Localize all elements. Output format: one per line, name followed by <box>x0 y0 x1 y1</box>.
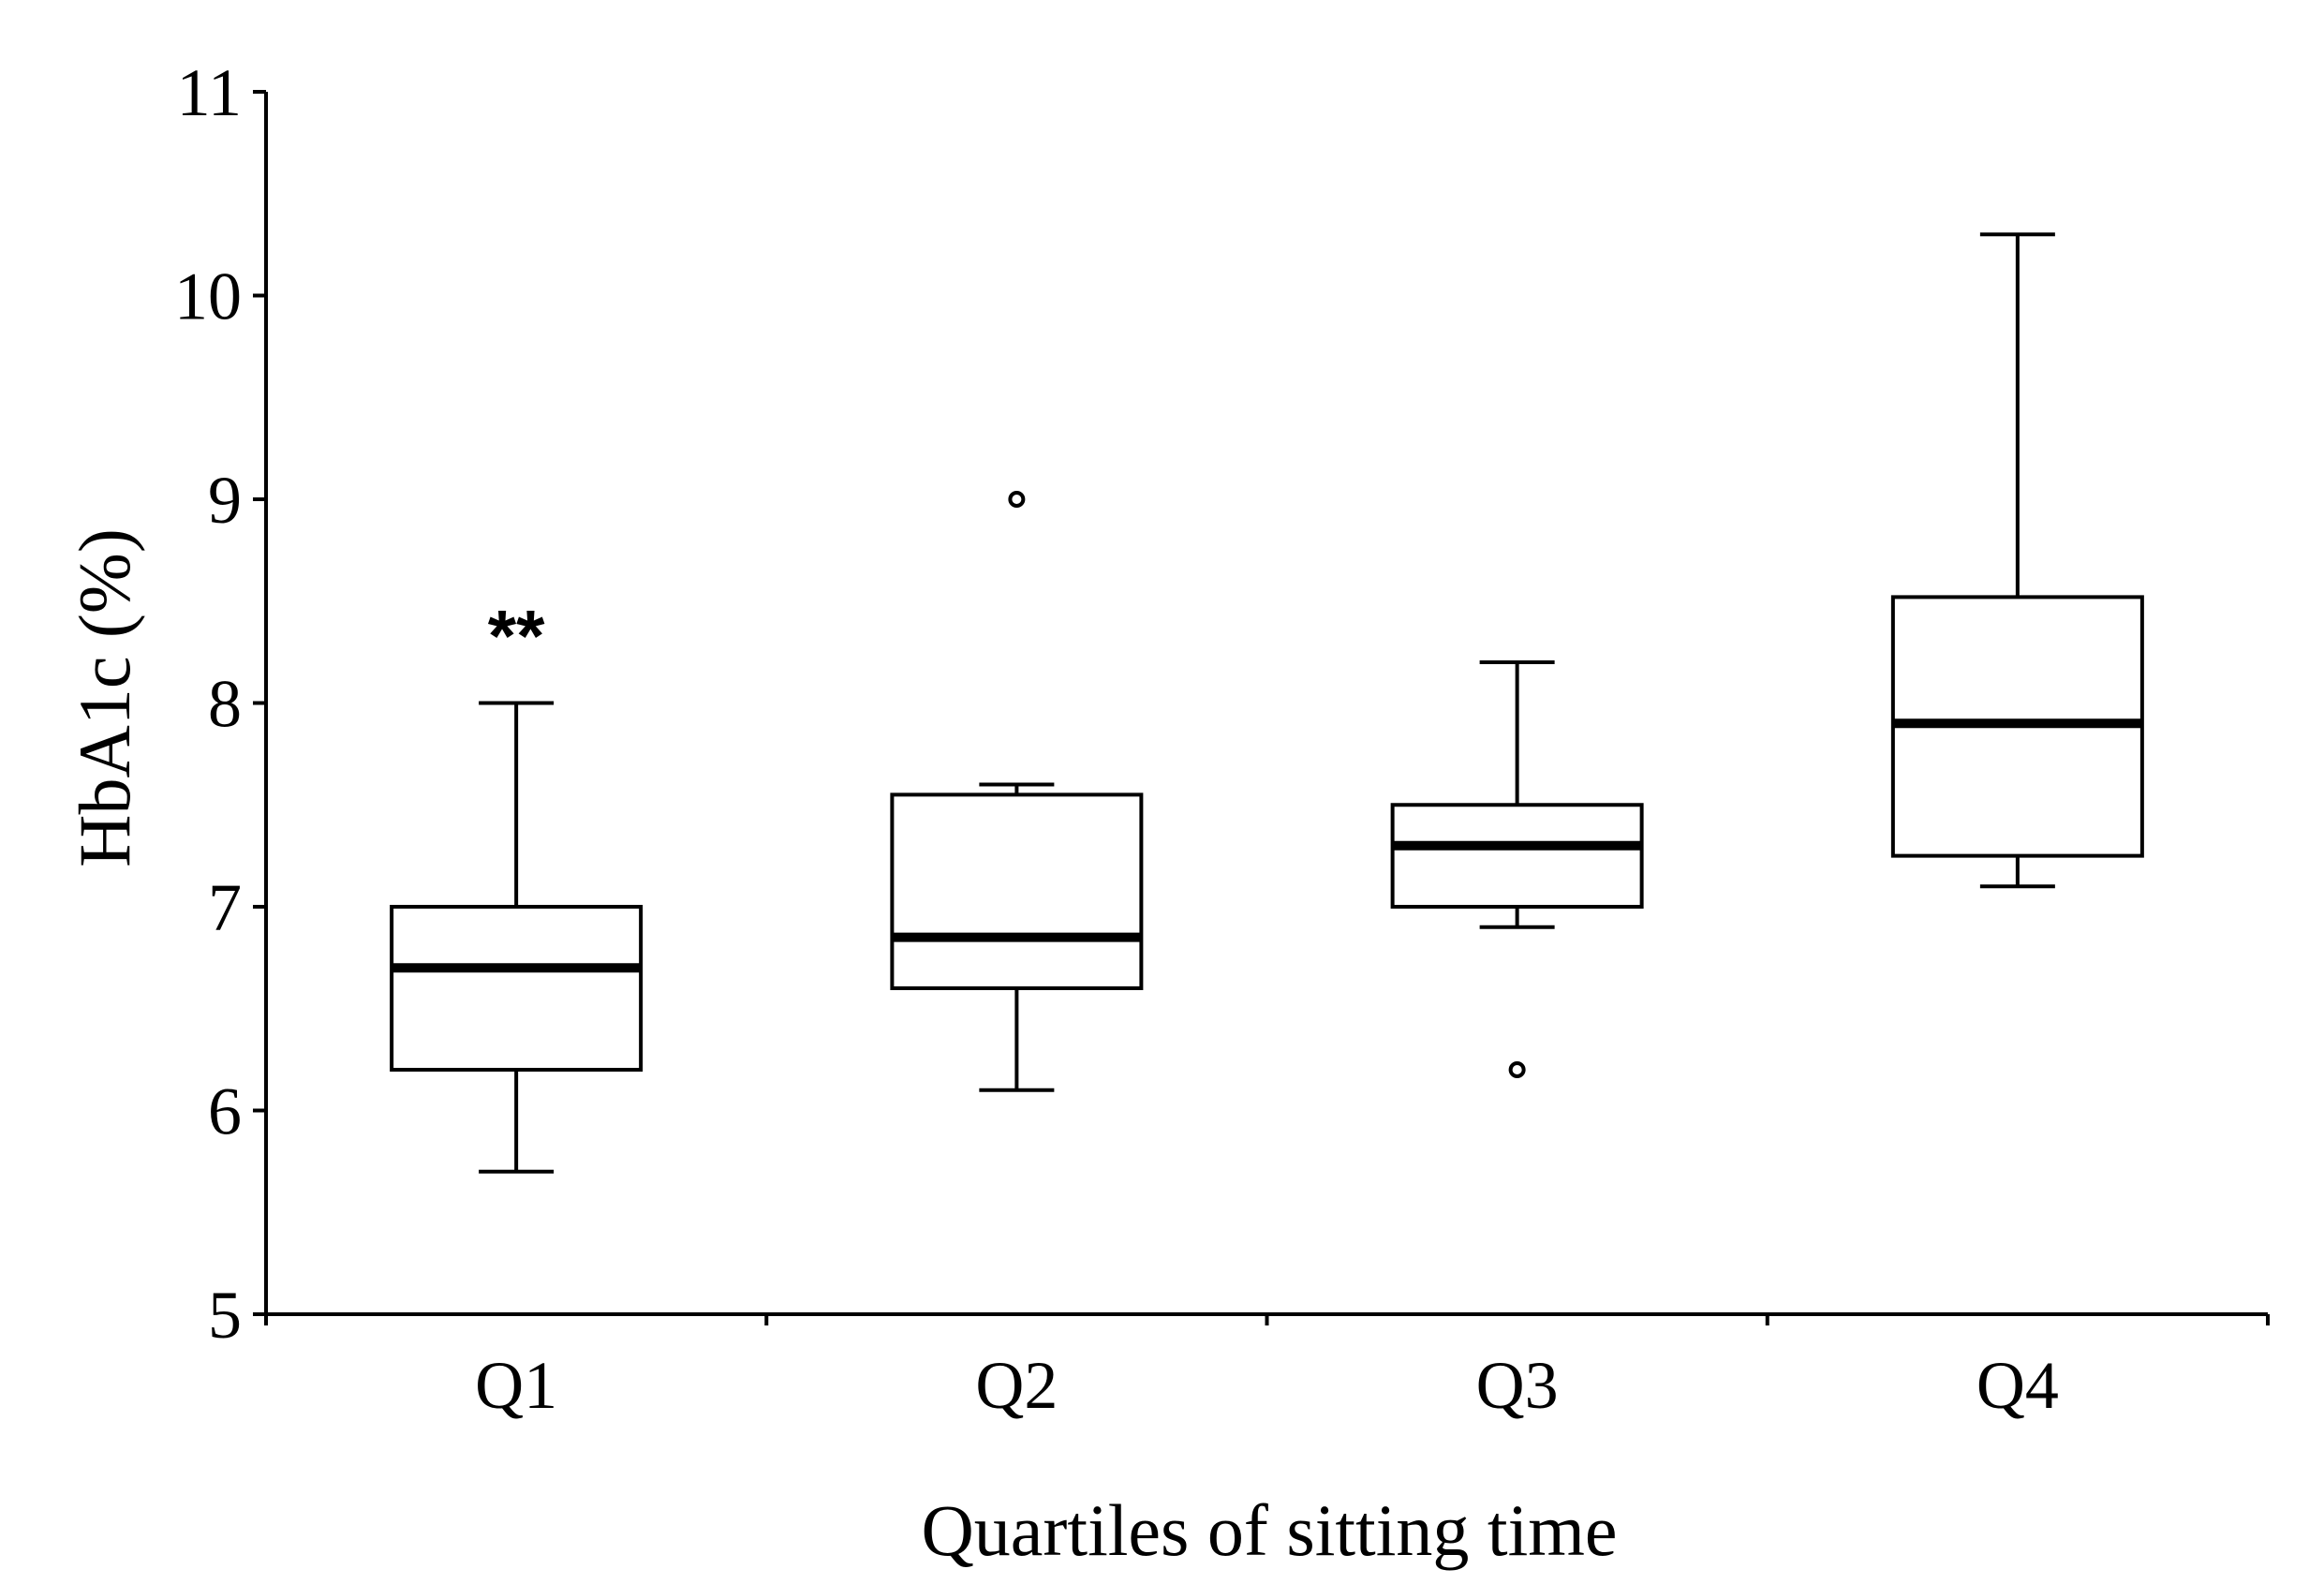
box-q2 <box>890 491 1144 1092</box>
y-tick-label: 7 <box>208 870 242 945</box>
plot-area: ** <box>390 232 2144 1174</box>
y-tick-label: 10 <box>174 259 242 334</box>
x-tick-label: Q4 <box>1976 1348 2059 1423</box>
box-q3 <box>1390 660 1644 1078</box>
x-tick-label: Q3 <box>1476 1348 1559 1423</box>
y-tick-label: 8 <box>208 667 242 742</box>
y-tick-label: 9 <box>208 463 242 538</box>
outlier-point <box>1008 491 1026 508</box>
y-axis: 5 6 7 8 9 10 11 <box>174 55 268 1353</box>
significance-annotation: ** <box>488 595 545 677</box>
box-iqr <box>1390 803 1644 909</box>
box-iqr <box>390 905 644 1072</box>
y-axis-title: HbA1c (%) <box>64 528 145 867</box>
y-tick-label: 6 <box>208 1074 242 1149</box>
box-q1: ** <box>390 595 644 1174</box>
x-axis-title: Quartiles of sitting time <box>921 1489 1617 1571</box>
y-tick-label: 11 <box>177 55 242 130</box>
x-tick-label: Q1 <box>475 1348 557 1423</box>
x-tick-label: Q2 <box>975 1348 1058 1423</box>
outlier-point <box>1508 1061 1526 1078</box>
box-iqr <box>890 792 1144 990</box>
box-q4 <box>1890 232 2144 889</box>
x-axis: Q1 Q2 Q3 Q4 <box>264 1312 2270 1423</box>
y-tick-label: 5 <box>208 1278 242 1353</box>
